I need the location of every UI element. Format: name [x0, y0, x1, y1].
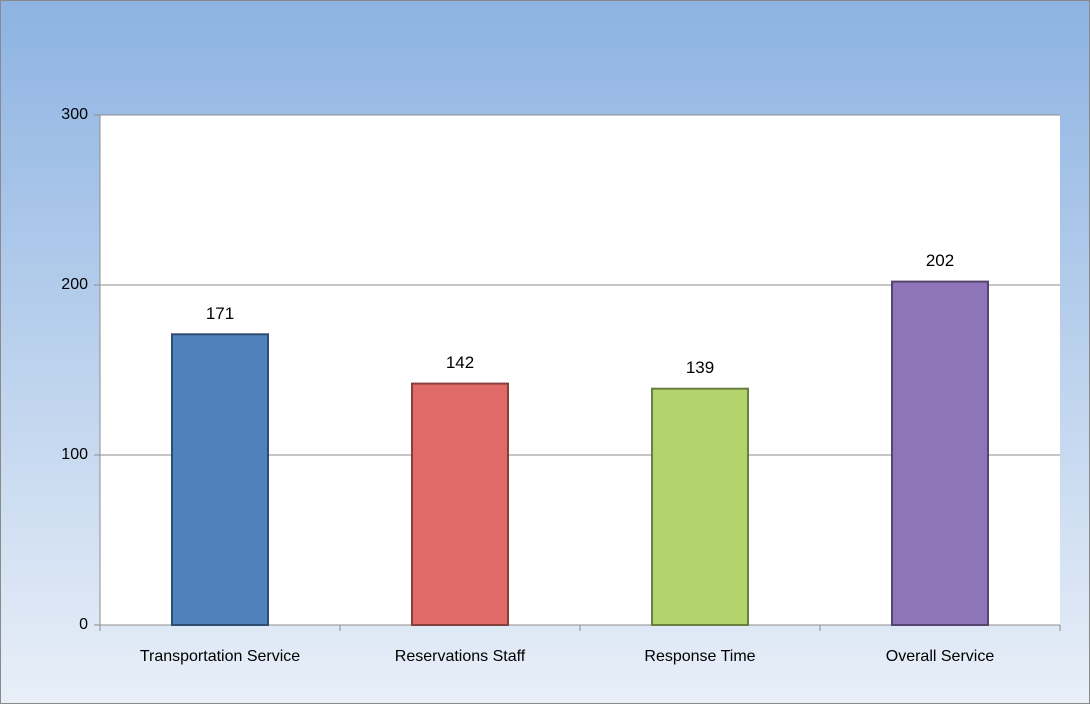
x-tick-label: Overall Service	[886, 648, 995, 665]
bar	[891, 280, 989, 626]
data-label: 139	[686, 358, 714, 377]
bar	[171, 333, 269, 626]
x-tick-label: Response Time	[644, 648, 755, 665]
data-label: 202	[926, 251, 954, 270]
y-tick-label: 0	[79, 616, 88, 633]
bar	[411, 382, 509, 626]
x-tick-label: Transportation Service	[140, 648, 300, 665]
y-tick-label: 200	[61, 276, 88, 293]
y-tick-label: 300	[61, 106, 88, 123]
data-label: 171	[206, 304, 234, 323]
bar	[651, 387, 749, 627]
x-tick-label: Reservations Staff	[395, 648, 526, 665]
y-tick-label: 100	[61, 446, 88, 463]
data-label: 142	[446, 353, 474, 372]
